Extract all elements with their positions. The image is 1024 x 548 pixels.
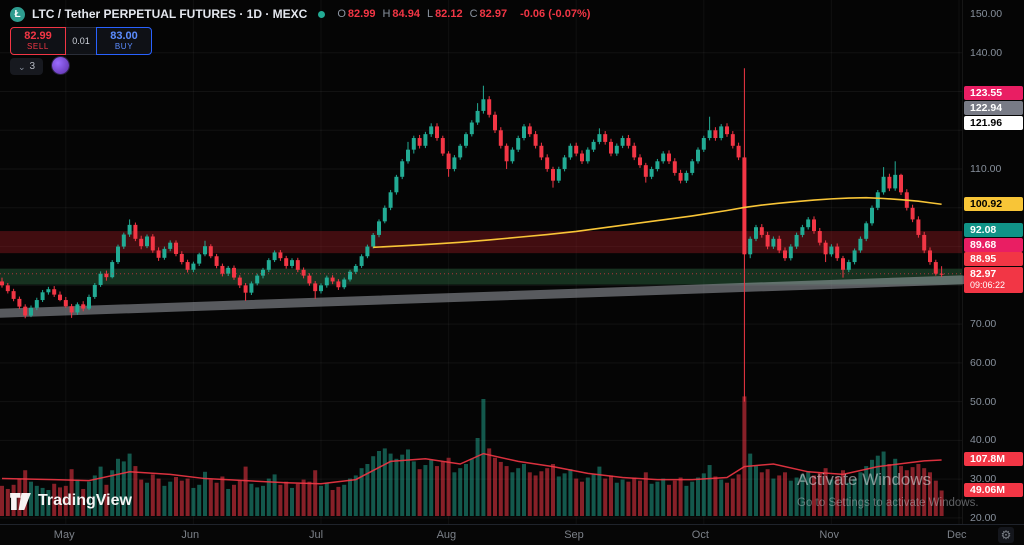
open-label: O	[337, 8, 346, 20]
time-axis-month-label: Sep	[564, 529, 584, 541]
time-axis[interactable]: May Jun Jul Aug Sep Oct Nov Dec	[0, 524, 1024, 545]
litecoin-icon: Ł	[10, 6, 25, 22]
low-value: 82.12	[435, 8, 463, 20]
indicators-collapse-pill[interactable]: ⌄ 3	[10, 58, 44, 75]
price-level-label: 123.55	[964, 86, 1023, 100]
price-level-label: 88.95	[964, 252, 1023, 266]
tradingview-logo[interactable]: TradingView	[10, 492, 132, 510]
sell-label: SELL	[27, 42, 49, 51]
price-axis[interactable]: 150.00 140.00 110.00 70.00 60.00 50.00 40.00 30…	[962, 0, 1024, 524]
price-zones	[0, 231, 962, 285]
time-axis-month-label: Jun	[181, 529, 200, 541]
yellow-ma-line	[373, 196, 942, 249]
time-axis-month-label: Jul	[309, 529, 324, 541]
indicator-icon[interactable]	[52, 57, 69, 74]
indicators-count: 3	[29, 61, 36, 72]
price-level-label: 49.06M	[964, 483, 1023, 497]
price-level-label: 100.92	[964, 197, 1023, 211]
chart-legend: Ł LTC / Tether PERPETUAL FUTURES · 1D · …	[10, 6, 590, 22]
buy-label: BUY	[114, 42, 134, 51]
price-axis-tick: 140.00	[970, 46, 1003, 59]
candlestick-chart[interactable]	[0, 0, 1024, 524]
tradingview-logo-text: TradingView	[38, 492, 132, 509]
price-axis-tick: 50.00	[970, 395, 997, 408]
grid-lines	[0, 0, 962, 524]
sell-button[interactable]: 82.99 SELL	[10, 27, 66, 55]
buy-button[interactable]: 83.00 BUY	[96, 27, 152, 55]
price-axis-tick: 40.00	[970, 434, 997, 447]
open-value: 82.99	[347, 8, 376, 20]
price-axis-tick: 70.00	[970, 318, 997, 331]
price-axis-tick: 60.00	[970, 356, 997, 369]
buy-price: 83.00	[110, 30, 138, 42]
current-price-label: 82.97 09:06:22	[964, 267, 1023, 293]
close-value: 82.97	[479, 8, 508, 20]
price-axis-tick: 110.00	[970, 163, 1002, 176]
gear-icon[interactable]: ⚙	[998, 527, 1014, 543]
volume-bars	[0, 396, 944, 516]
change-value: -0.06 (-0.07%)	[520, 8, 591, 20]
countdown-timer: 09:06:22	[970, 280, 1006, 290]
time-axis-month-label: Oct	[691, 529, 709, 541]
market-status-dot	[318, 10, 326, 18]
price-axis-tick: 150.00	[970, 8, 1003, 20]
time-axis-month-label: Dec	[947, 529, 967, 541]
time-axis-month-label: Nov	[819, 529, 839, 541]
low-label: L	[426, 8, 434, 20]
spread-value: 0.01	[66, 27, 96, 55]
trade-widget: 82.99 SELL 0.01 83.00 BUY	[10, 27, 152, 55]
price-level-label: 122.94	[964, 101, 1023, 115]
close-label: C	[469, 8, 478, 20]
ohlc-values: O 82.99 H 84.94 L 82.12 C 82.97	[332, 8, 507, 20]
high-label: H	[382, 8, 391, 20]
high-value: 84.94	[392, 8, 420, 20]
trendline	[0, 275, 967, 318]
price-axis-tick: 30.00	[970, 473, 997, 486]
tradingview-logo-icon	[10, 492, 31, 510]
price-level-label: 89.68	[964, 238, 1023, 252]
price-level-label: 107.8M	[964, 452, 1023, 466]
price-level-label: 92.08	[964, 223, 1023, 237]
sell-price: 82.99	[24, 30, 52, 42]
chevron-down-icon: ⌄	[18, 61, 26, 72]
price-axis-tick: 20.00	[970, 511, 997, 524]
time-axis-month-label: Aug	[436, 529, 457, 541]
time-axis-month-label: May	[53, 529, 75, 541]
symbol-title[interactable]: LTC / Tether PERPETUAL FUTURES · 1D · ME…	[32, 7, 308, 21]
volume-ma-line	[1, 452, 942, 485]
price-level-label: 121.96	[964, 116, 1023, 130]
candles	[0, 68, 944, 402]
